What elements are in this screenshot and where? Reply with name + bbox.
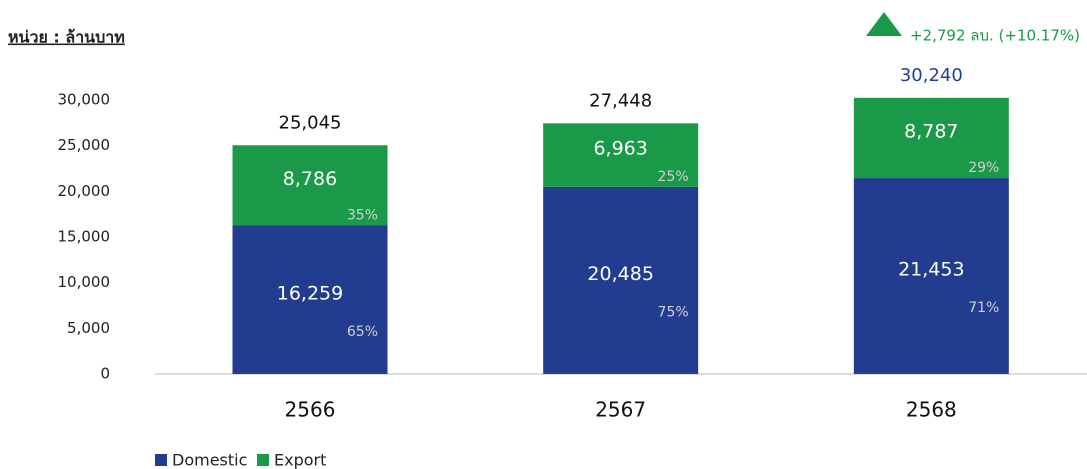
x-tick-label: 2568 (906, 398, 957, 422)
y-tick-label: 15,000 (58, 228, 111, 246)
x-tick-label: 2567 (595, 398, 646, 422)
bar-segment (853, 178, 1009, 374)
bar-segment (232, 225, 388, 374)
value-label: 20,485 (587, 263, 653, 285)
legend-label: Export (274, 451, 326, 469)
total-label: 27,448 (589, 90, 652, 111)
legend-swatch (257, 454, 269, 466)
total-label: 30,240 (900, 65, 963, 86)
percent-label: 65% (347, 324, 378, 340)
up-arrow (866, 12, 902, 36)
y-tick-label: 25,000 (58, 136, 111, 154)
value-label: 6,963 (593, 138, 647, 160)
value-label: 21,453 (898, 259, 964, 281)
percent-label: 75% (658, 304, 689, 320)
x-tick-label: 2566 (285, 398, 336, 422)
bar-segment (543, 123, 699, 187)
unit-label: หน่วย : ล้านบาท (8, 28, 125, 47)
bar-segment (853, 97, 1009, 179)
y-tick-label: 5,000 (67, 319, 110, 337)
legend-label: Domestic (172, 451, 247, 469)
percent-label: 29% (968, 160, 999, 176)
bar-segment (543, 186, 699, 374)
total-label: 25,045 (279, 112, 342, 133)
value-label: 16,259 (277, 282, 343, 304)
y-tick-label: 20,000 (58, 182, 111, 200)
value-label: 8,786 (283, 168, 337, 190)
bar-segment (232, 145, 388, 226)
percent-label: 35% (347, 208, 378, 224)
percent-label: 25% (658, 169, 689, 185)
legend-swatch (155, 454, 167, 466)
y-tick-label: 10,000 (58, 273, 111, 291)
value-label: 8,787 (904, 120, 958, 142)
y-tick-label: 0 (100, 365, 110, 383)
annotation: +2,792 ลบ. (+10.17%) (910, 27, 1080, 45)
percent-label: 71% (968, 300, 999, 316)
y-tick-label: 30,000 (58, 91, 111, 109)
